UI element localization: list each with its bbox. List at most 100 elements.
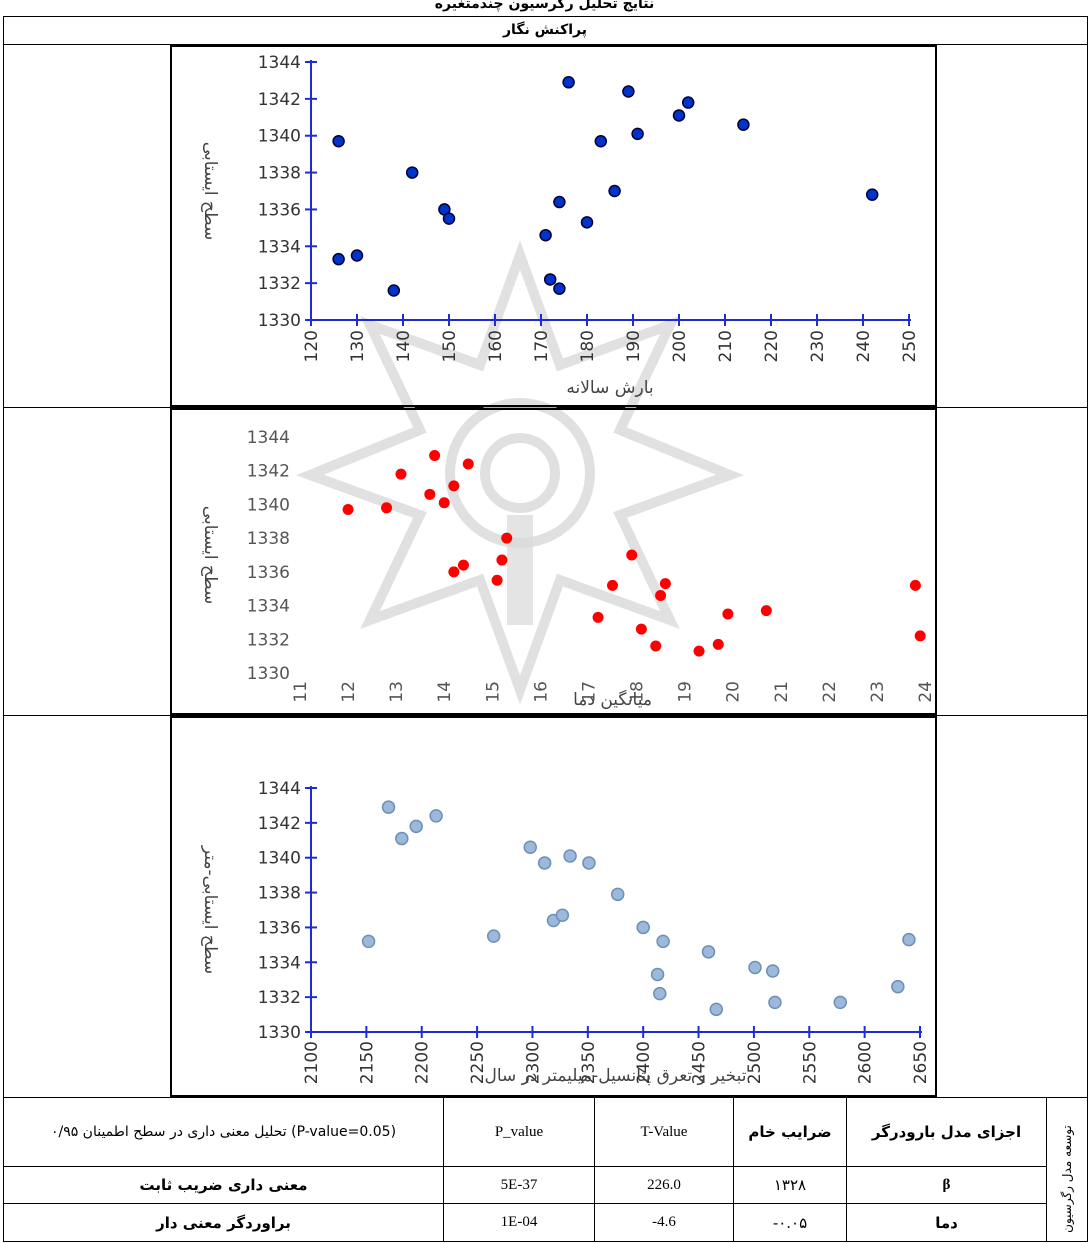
top-title: نتایج تحلیل رگرسیون چندمتغیره bbox=[434, 0, 655, 12]
scatter-point bbox=[332, 252, 345, 266]
x-tick-label: 2500 bbox=[745, 1041, 765, 1084]
y-tick-label: 1338 bbox=[258, 884, 301, 904]
x-tick-label: 2400 bbox=[634, 1041, 654, 1084]
x-tick-label: 140 bbox=[394, 330, 414, 362]
scatter-point bbox=[672, 109, 686, 122]
x-tick-label: 22 bbox=[820, 681, 840, 703]
x-tick-label: 2100 bbox=[302, 1041, 322, 1084]
col-divider-5 bbox=[1046, 1097, 1047, 1241]
row2-component: دما bbox=[935, 1213, 958, 1232]
scatter-point bbox=[562, 76, 575, 89]
x-tick-label: 2550 bbox=[800, 1041, 820, 1084]
row-divider-4 bbox=[3, 1166, 1046, 1167]
scatter-point bbox=[592, 611, 604, 623]
y-tick-label: 1330 bbox=[258, 311, 301, 331]
scatter-point bbox=[543, 273, 557, 286]
y-tick-label: 1342 bbox=[258, 814, 301, 834]
x-tick-label: 2150 bbox=[357, 1041, 377, 1084]
y-tick-label: 1344 bbox=[258, 53, 301, 73]
scatter-point bbox=[622, 85, 635, 98]
x-tick-label: 130 bbox=[348, 330, 368, 362]
x-tick-label: 23 bbox=[868, 681, 888, 703]
scatter-point bbox=[891, 979, 905, 994]
x-tick-label: 2450 bbox=[690, 1041, 710, 1084]
scatter-point bbox=[486, 929, 501, 943]
x-tick-label: 170 bbox=[532, 330, 552, 362]
x-tick-label: 12 bbox=[339, 681, 359, 703]
scatter-point bbox=[582, 856, 596, 870]
y-tick-label: 1340 bbox=[247, 495, 290, 515]
scatter-point bbox=[693, 645, 705, 657]
x-tick-label: 2650 bbox=[911, 1041, 931, 1084]
y-tick-label: 1334 bbox=[247, 597, 290, 617]
scatter-point bbox=[626, 549, 638, 561]
scatter-point bbox=[902, 932, 916, 947]
x-tick-label: 120 bbox=[302, 330, 322, 362]
header-divider bbox=[3, 44, 1087, 45]
y-tick-label: 1332 bbox=[258, 274, 301, 294]
scatter-point bbox=[909, 579, 921, 591]
x-tick-label: 160 bbox=[486, 330, 506, 362]
y-tick-label: 1342 bbox=[258, 90, 301, 110]
y-tick-label: 1330 bbox=[247, 664, 290, 684]
x-tick-label: 21 bbox=[772, 681, 792, 703]
x-tick-label: 200 bbox=[670, 330, 690, 362]
row-divider-2 bbox=[3, 715, 1087, 716]
chart-frame-evapotranspiration bbox=[170, 716, 937, 1097]
y-tick-label: 1344 bbox=[258, 779, 301, 799]
row2-significance: براوردگر معنی دار bbox=[156, 1213, 291, 1232]
header-raw-coef: ضرایب خام bbox=[748, 1123, 832, 1141]
y-tick-label: 1338 bbox=[247, 529, 290, 549]
scatter-point bbox=[765, 964, 780, 978]
header-p-value: P_value bbox=[494, 1123, 544, 1140]
row2-raw-coef: -۰.۰۵ bbox=[772, 1213, 808, 1232]
y-tick-label: 1338 bbox=[258, 164, 301, 184]
section-header: پراکنش نگار bbox=[503, 22, 587, 38]
scatter-point bbox=[555, 908, 570, 922]
scatter-point bbox=[424, 488, 436, 500]
row2-t-value: -4.6 bbox=[652, 1214, 676, 1230]
side-label-cell: توسعه مدل رگرسیون bbox=[1046, 1117, 1087, 1241]
scatter-point bbox=[760, 605, 772, 617]
x-tick-label: 240 bbox=[854, 330, 874, 362]
scatter-point bbox=[608, 184, 621, 198]
row2-p-value: 1E-04 bbox=[500, 1214, 538, 1230]
y-tick-label: 1336 bbox=[258, 918, 301, 938]
y-axis-label: سطح ایستابی bbox=[200, 506, 220, 604]
x-axis-label: میانگین دما bbox=[573, 689, 652, 710]
x-tick-label: 2350 bbox=[579, 1041, 599, 1084]
x-tick-label: 180 bbox=[578, 330, 598, 362]
scatter-point bbox=[342, 503, 354, 515]
y-tick-label: 1330 bbox=[258, 1023, 301, 1043]
scatter-point bbox=[865, 188, 879, 201]
chart-frame-rainfall bbox=[170, 45, 937, 407]
scatter-point bbox=[636, 920, 650, 935]
side-label: توسعه مدل رگرسیون bbox=[1059, 1125, 1074, 1233]
y-axis-label: سطح ایستابی bbox=[200, 142, 220, 240]
scatter-point bbox=[681, 96, 695, 109]
x-tick-label: 20 bbox=[724, 681, 744, 703]
x-tick-label: 19 bbox=[676, 681, 696, 703]
y-tick-label: 1332 bbox=[247, 630, 290, 650]
scatter-point bbox=[405, 166, 419, 179]
x-tick-label: 150 bbox=[440, 330, 460, 362]
header-significance: تحلیل معنی داری در سطح اطمینان ۰/۹۵ (P-v… bbox=[50, 1124, 397, 1140]
scatter-point bbox=[429, 809, 443, 823]
x-tick-label: 2250 bbox=[468, 1041, 488, 1084]
scatter-point bbox=[709, 1002, 724, 1017]
table-left-border bbox=[3, 16, 4, 1242]
scatter-point bbox=[607, 579, 618, 591]
scatter-point bbox=[659, 578, 671, 590]
y-tick-label: 1336 bbox=[247, 563, 290, 583]
table-right-border bbox=[1087, 16, 1088, 1242]
x-tick-label: 24 bbox=[916, 681, 936, 703]
scatter-point bbox=[563, 849, 577, 863]
scatter-point bbox=[491, 574, 503, 586]
scatter-point bbox=[594, 134, 608, 148]
y-tick-label: 1344 bbox=[247, 428, 290, 448]
scatter-point bbox=[395, 468, 407, 480]
scatter-point bbox=[429, 450, 441, 462]
y-tick-label: 1340 bbox=[258, 849, 301, 869]
scatter-point bbox=[395, 831, 409, 846]
